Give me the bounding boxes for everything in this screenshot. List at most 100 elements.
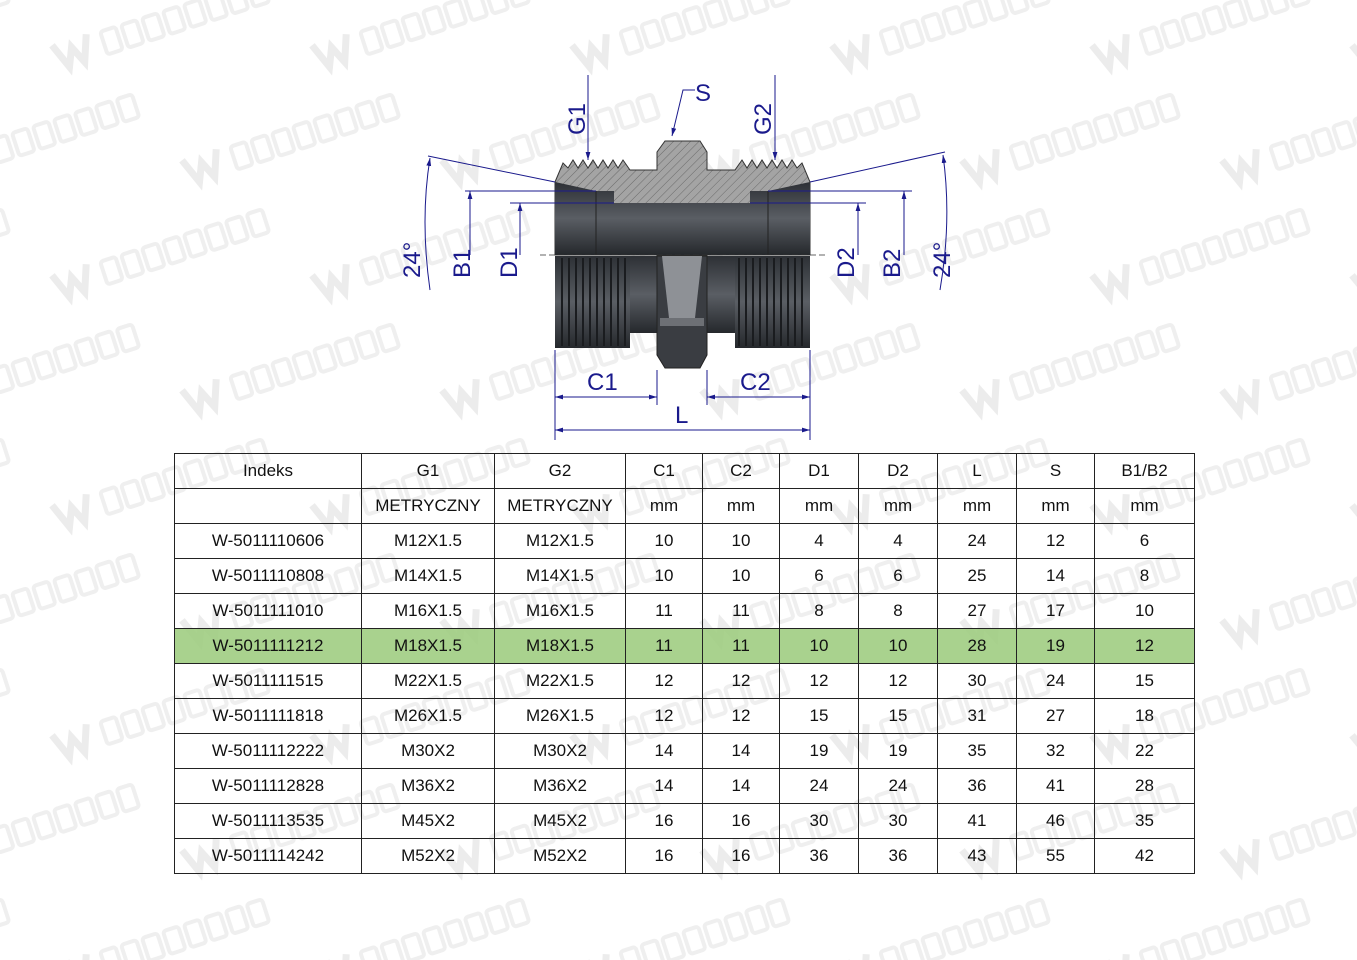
table-cell: METRYCZNY: [494, 488, 626, 524]
watermark-logo: [1219, 803, 1357, 881]
table-row: W-5011112222 M30X2 M30X2 14 14 19 19 35 32 22: [174, 733, 1195, 769]
table-cell: G1: [361, 453, 495, 489]
table-cell: 6: [779, 558, 859, 594]
watermark-logo: [1219, 573, 1357, 651]
table-cell: 15: [779, 698, 859, 734]
table-cell: 46: [1016, 803, 1095, 839]
table-cell: 10: [702, 523, 780, 559]
table-cell: W-5011111010: [174, 593, 362, 629]
table-row: W-5011111212 M18X1.5 M18X1.5 11 11 10 10 28 19 12: [174, 628, 1195, 664]
table-cell: 14: [625, 733, 703, 769]
thread-right: [735, 256, 810, 348]
table-cell: M52X2: [361, 838, 495, 874]
table-cell: 15: [1094, 663, 1195, 699]
table-cell: 24: [858, 768, 938, 804]
table-row: W-5011111515 M22X1.5 M22X1.5 12 12 12 12 30 24 15: [174, 663, 1195, 699]
table-cell: mm: [625, 488, 703, 524]
watermark-logo: [0, 667, 11, 699]
table-row: W-5011111818 M26X1.5 M26X1.5 12 12 15 15 31 27 18: [174, 698, 1195, 734]
table-cell: 6: [1094, 523, 1195, 559]
table-cell: 8: [858, 593, 938, 629]
table-cell: 12: [779, 663, 859, 699]
table-cell: 10: [858, 628, 938, 664]
table-cell: M12X1.5: [361, 523, 495, 559]
label-d1: D1: [496, 247, 523, 278]
label-d2: D2: [833, 247, 860, 278]
table-cell: mm: [1016, 488, 1095, 524]
table-cell: W-5011111818: [174, 698, 362, 734]
table-cell: 8: [1094, 558, 1195, 594]
table-cell: W-5011112222: [174, 733, 362, 769]
table-cell: 30: [858, 803, 938, 839]
table-cell: METRYCZNY: [361, 488, 495, 524]
table-cell: mm: [1094, 488, 1195, 524]
table-cell: 14: [702, 733, 780, 769]
watermark-logo: [1349, 953, 1357, 960]
watermark-logo: [0, 552, 141, 624]
table-cell: 30: [937, 663, 1017, 699]
table-cell: 41: [1016, 768, 1095, 804]
table-cell: W-5011111515: [174, 663, 362, 699]
table-cell: D2: [858, 453, 938, 489]
table-cell: C1: [625, 453, 703, 489]
table-cell: 16: [702, 838, 780, 874]
table-cell: S: [1016, 453, 1095, 489]
fitting-technical-drawing: S G1 G2 24° B1 D1 D2 B2 24° C1 C2 L: [399, 75, 956, 440]
table-cell: 4: [858, 523, 938, 559]
table-cell: 36: [937, 768, 1017, 804]
table-cell: 24: [1016, 663, 1095, 699]
table-row: W-5011110808 M14X1.5 M14X1.5 10 10 6 6 25 14 8: [174, 558, 1195, 594]
table-cell: M36X2: [494, 768, 626, 804]
table-cell: L: [937, 453, 1017, 489]
table-cell: Indeks: [174, 453, 362, 489]
table-cell: M45X2: [494, 803, 626, 839]
table-cell: 42: [1094, 838, 1195, 874]
watermark-logo: [309, 897, 531, 960]
table-cell: 35: [937, 733, 1017, 769]
table-cell: M14X1.5: [361, 558, 495, 594]
table-cell: M16X1.5: [361, 593, 495, 629]
table-cell: 41: [937, 803, 1017, 839]
table-cell: 12: [702, 663, 780, 699]
table-cell: 24: [937, 523, 1017, 559]
table-cell: M12X1.5: [494, 523, 626, 559]
table-cell: 43: [937, 838, 1017, 874]
table-cell: mm: [858, 488, 938, 524]
table-cell: 12: [858, 663, 938, 699]
table-cell: 8: [779, 593, 859, 629]
table-cell: 10: [625, 558, 703, 594]
table-cell: M18X1.5: [494, 628, 626, 664]
table-cell: M36X2: [361, 768, 495, 804]
table-cell: 4: [779, 523, 859, 559]
table-cell: 16: [625, 803, 703, 839]
table-cell: 6: [858, 558, 938, 594]
table-cell: 12: [625, 663, 703, 699]
table-cell: mm: [779, 488, 859, 524]
table-cell: W-5011114242: [174, 838, 362, 874]
table-cell: 12: [625, 698, 703, 734]
table-units-row: METRYCZNY METRYCZNY mm mm mm mm mm mm mm: [174, 488, 1195, 524]
table-cell: 14: [1016, 558, 1095, 594]
table-cell: 11: [625, 628, 703, 664]
table-cell: M45X2: [361, 803, 495, 839]
table-cell: 24: [779, 768, 859, 804]
table-cell: 22: [1094, 733, 1195, 769]
table-cell: 12: [1016, 523, 1095, 559]
label-s: S: [695, 80, 711, 107]
table-cell: 35: [1094, 803, 1195, 839]
label-b2: B2: [879, 249, 906, 278]
table-cell: 10: [779, 628, 859, 664]
table-cell: 32: [1016, 733, 1095, 769]
label-l: L: [675, 402, 688, 429]
watermark-logo: [0, 897, 11, 929]
table-cell: mm: [702, 488, 780, 524]
table-cell: M14X1.5: [494, 558, 626, 594]
table-cell: 15: [858, 698, 938, 734]
table-cell: 10: [1094, 593, 1195, 629]
table-cell: M26X1.5: [361, 698, 495, 734]
table-cell: M16X1.5: [494, 593, 626, 629]
table-cell: 28: [1094, 768, 1195, 804]
table-cell: 10: [625, 523, 703, 559]
label-g2: G2: [750, 103, 777, 135]
